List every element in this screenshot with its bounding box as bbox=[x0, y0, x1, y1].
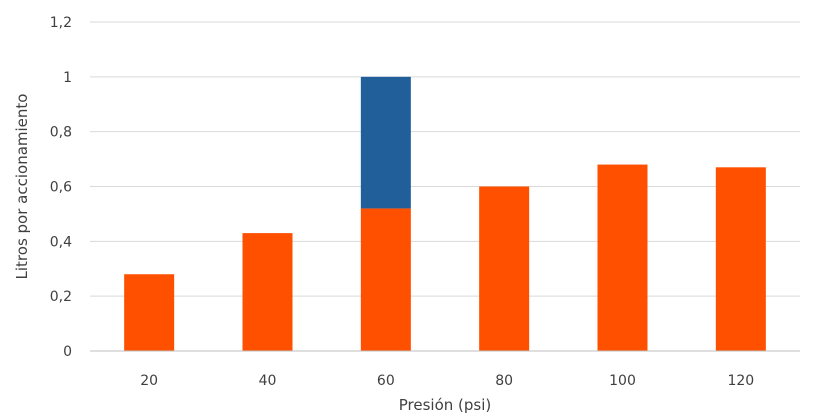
bar-60-series-2 bbox=[360, 76, 411, 209]
y-tick-label: 0,4 bbox=[50, 234, 72, 250]
y-tick-label: 0,8 bbox=[50, 125, 72, 141]
bar-20-series-1 bbox=[124, 274, 175, 351]
y-axis-ticks: 0 0,2 0,4 0,6 0,8 1 1,2 bbox=[50, 15, 72, 360]
x-tick-label: 120 bbox=[727, 373, 754, 389]
x-tick-label: 20 bbox=[140, 373, 158, 389]
y-tick-label: 0 bbox=[63, 344, 72, 360]
x-tick-label: 100 bbox=[609, 373, 636, 389]
x-axis-title: Presión (psi) bbox=[399, 396, 492, 414]
x-axis-ticks: 20 40 60 80 100 120 bbox=[140, 373, 754, 389]
bar-60-series-1 bbox=[360, 208, 411, 351]
bar-80-series-1 bbox=[479, 186, 530, 351]
bars bbox=[124, 76, 766, 351]
x-tick-label: 80 bbox=[495, 373, 513, 389]
y-tick-label: 1,2 bbox=[50, 15, 72, 31]
x-tick-label: 40 bbox=[259, 373, 277, 389]
bar-120-series-1 bbox=[715, 167, 766, 351]
bar-40-series-1 bbox=[242, 233, 293, 351]
bar-100-series-1 bbox=[597, 164, 648, 351]
y-tick-label: 0,6 bbox=[50, 180, 72, 196]
gridlines bbox=[90, 21, 800, 297]
y-axis-title: Litros por accionamiento bbox=[13, 94, 31, 280]
y-tick-label: 1 bbox=[63, 70, 72, 86]
y-tick-label: 0,2 bbox=[50, 289, 72, 305]
x-tick-label: 60 bbox=[377, 373, 395, 389]
